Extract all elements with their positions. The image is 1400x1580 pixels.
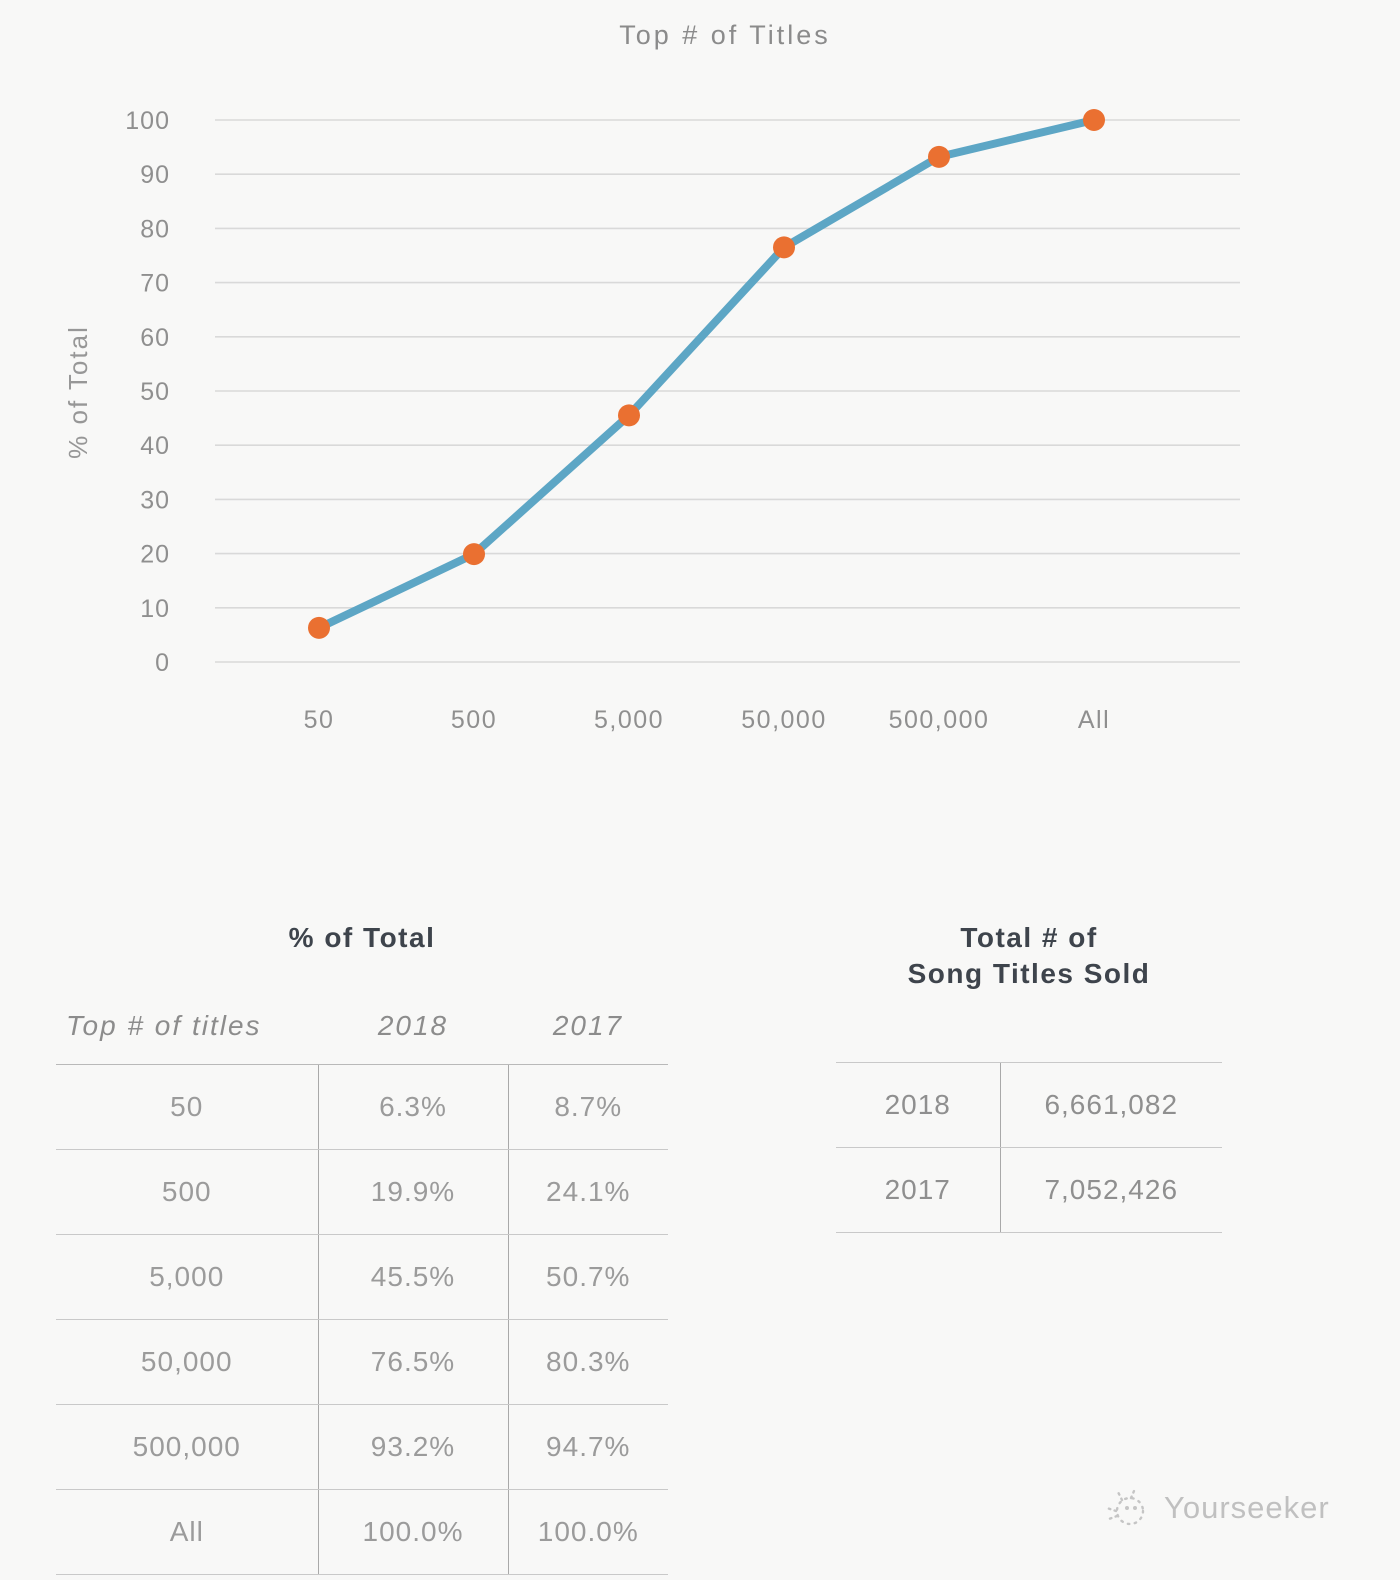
data-point [463, 543, 485, 566]
cell-2017: 100.0% [507, 1489, 668, 1575]
y-tick-label: 90 [140, 161, 170, 189]
cell-2018: 76.5% [317, 1319, 508, 1405]
cell-2017: 24.1% [507, 1149, 668, 1235]
totals-table-title: Total # of Song Titles Sold [836, 920, 1222, 992]
row-label: 50,000 [56, 1319, 318, 1405]
x-tick-label: 500 [451, 706, 497, 734]
table-header-row: Top # of titles 2018 2017 [56, 988, 668, 1065]
cell-2018: 6.3% [317, 1064, 508, 1150]
series-line-2018 [315, 116, 1098, 632]
y-tick-label: 40 [140, 432, 170, 460]
y-tick-label: 0 [155, 649, 170, 677]
table-row: 2017 7,052,426 [836, 1147, 1222, 1233]
table-row: All 100.0% 100.0% [56, 1489, 668, 1575]
table-row: 5,000 45.5% 50.7% [56, 1234, 668, 1320]
total-value: 6,661,082 [999, 1062, 1222, 1148]
cell-2017: 94.7% [507, 1404, 668, 1490]
column-header-titles: Top # of titles [56, 988, 318, 1065]
y-tick-label: 20 [140, 541, 170, 569]
row-label: 5,000 [56, 1234, 318, 1320]
watermark-text: Yourseeker [1164, 1490, 1330, 1525]
totals-title-line2: Song Titles Sold [907, 958, 1151, 989]
row-label: 50 [56, 1064, 318, 1150]
year-label: 2018 [836, 1062, 1000, 1148]
data-point [773, 236, 795, 259]
cell-2018: 45.5% [317, 1234, 508, 1320]
row-label: All [56, 1489, 318, 1575]
x-tick-label: 50,000 [741, 706, 826, 734]
data-point [308, 616, 330, 639]
table-row: 50,000 76.5% 80.3% [56, 1319, 668, 1405]
y-tick-label: 60 [140, 324, 170, 352]
watermark: Yourseeker [1104, 1482, 1330, 1534]
table-row: 2018 6,661,082 [836, 1062, 1222, 1148]
cell-2018: 93.2% [317, 1404, 508, 1490]
x-tick-label: 500,000 [889, 706, 990, 734]
yourseeker-sketch-icon [1105, 1489, 1145, 1526]
table-row: 50 6.3% 8.7% [56, 1064, 668, 1150]
y-tick-label: 50 [140, 378, 170, 406]
pct-table-title: % of Total [288, 922, 436, 953]
y-tick-label: 30 [140, 486, 170, 514]
table-row: 500 19.9% 24.1% [56, 1149, 668, 1235]
data-point [928, 145, 950, 168]
x-tick-label: All [1078, 706, 1110, 734]
total-value: 7,052,426 [999, 1147, 1222, 1233]
column-header-2018: 2018 [318, 988, 508, 1065]
data-point [618, 404, 640, 427]
cell-2017: 8.7% [507, 1064, 668, 1150]
cell-2017: 80.3% [507, 1319, 668, 1405]
table-row: 500,000 93.2% 94.7% [56, 1404, 668, 1490]
pct-of-total-table: Top # of titles 2018 2017 50 6.3% 8.7% 5… [56, 988, 668, 1575]
x-tick-label: 5,000 [594, 706, 664, 734]
cell-2017: 50.7% [507, 1234, 668, 1320]
chart-title: Top # of Titles [619, 20, 831, 50]
totals-title-line1: Total # of [960, 922, 1098, 953]
x-tick-label: 50 [304, 706, 335, 734]
y-tick-label: 10 [140, 595, 170, 623]
data-point [1083, 109, 1105, 131]
column-header-2017: 2017 [508, 988, 668, 1065]
year-label: 2017 [836, 1147, 1000, 1233]
y-tick-label: 80 [140, 215, 170, 243]
cell-2018: 100.0% [317, 1489, 508, 1575]
row-label: 500,000 [56, 1404, 318, 1490]
row-label: 500 [56, 1149, 318, 1235]
y-tick-label: 70 [140, 270, 170, 298]
cell-2018: 19.9% [317, 1149, 508, 1235]
y-tick-label: 100 [125, 107, 170, 135]
line-chart: 0 10 20 30 40 50 60 70 80 90 100 50 500 5,000 50,000 50… [125, 107, 1240, 734]
total-titles-sold-table: 2018 6,661,082 2017 7,052,426 [836, 1062, 1222, 1233]
